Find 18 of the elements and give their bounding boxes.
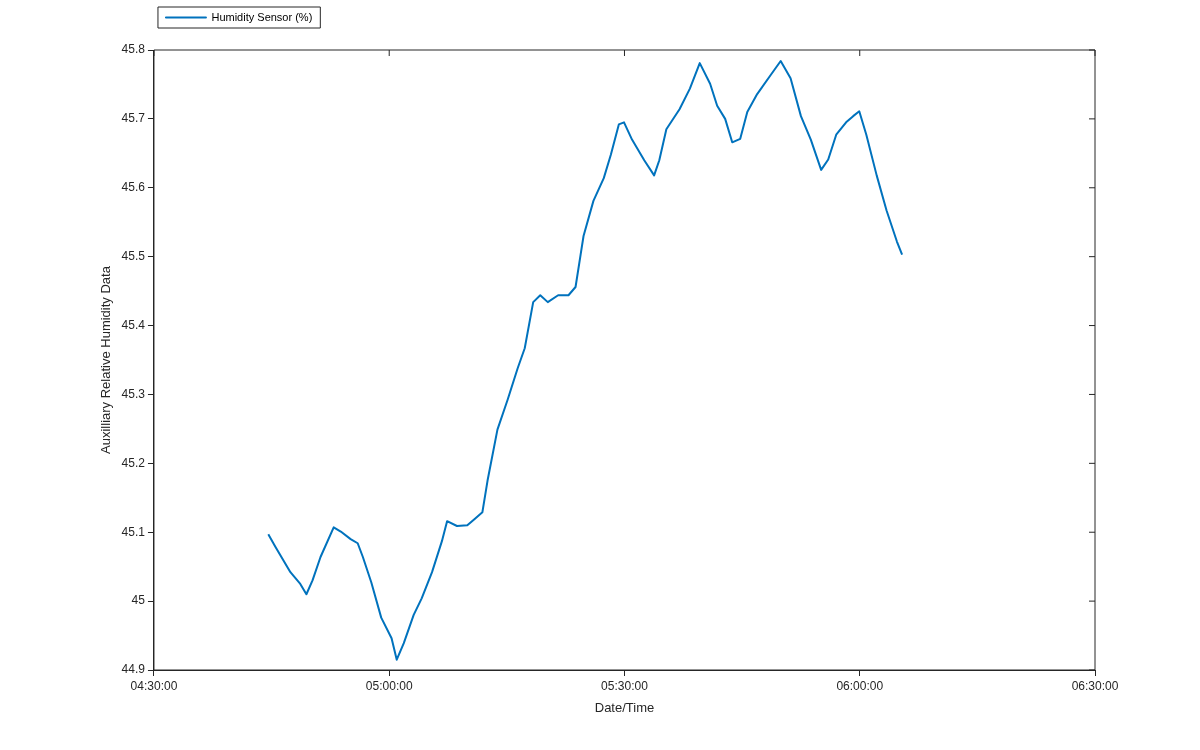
y-tick-label: 45.4 xyxy=(121,317,146,332)
y-tick-label: 45.2 xyxy=(121,455,146,470)
y-tick-label: 45.3 xyxy=(121,386,146,401)
x-tick-label: 04:30:00 xyxy=(130,678,178,693)
x-tick-label: 06:30:00 xyxy=(1071,678,1119,693)
legend-label: Humidity Sensor (%) xyxy=(211,10,313,23)
y-tick-label: 45.6 xyxy=(121,180,146,195)
y-tick-label: 44.9 xyxy=(121,662,146,677)
y-tick-label: 45 xyxy=(131,593,146,608)
x-tick-label: 05:00:00 xyxy=(365,678,413,693)
x-axis-title: Date/Time xyxy=(594,699,655,715)
y-tick-label: 45.5 xyxy=(121,248,146,263)
x-tick-label: 05:30:00 xyxy=(601,678,649,693)
x-tick-label: 06:00:00 xyxy=(836,678,884,693)
y-axis-title: Auxilliary Relative Humidity Data xyxy=(98,265,114,454)
y-tick-label: 45.8 xyxy=(121,42,146,57)
y-tick-label: 45.7 xyxy=(121,111,146,126)
y-tick-label: 45.1 xyxy=(121,524,146,539)
